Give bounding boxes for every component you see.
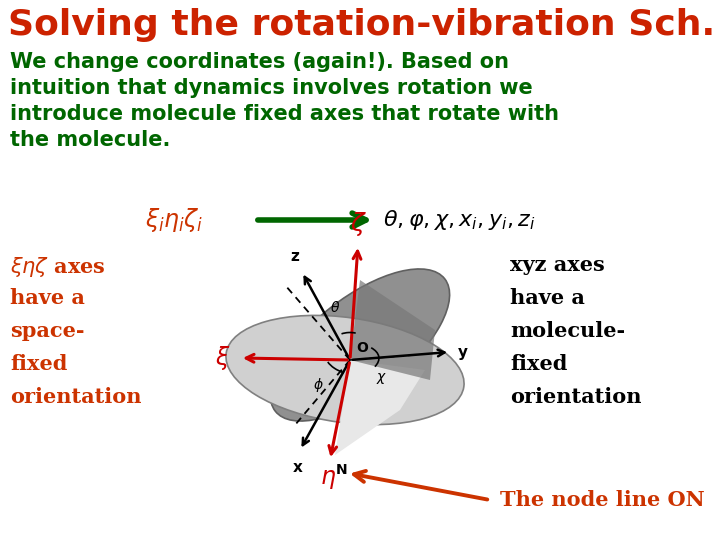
Text: the molecule.: the molecule.: [10, 130, 171, 150]
Text: The node line ON: The node line ON: [500, 490, 705, 510]
Ellipse shape: [226, 315, 464, 424]
Text: $\phi$: $\phi$: [312, 376, 323, 394]
Polygon shape: [350, 280, 435, 380]
Text: $\zeta$: $\zeta$: [350, 210, 366, 238]
Text: have a: have a: [10, 288, 85, 308]
Text: $\xi$: $\xi$: [215, 344, 230, 372]
Text: orientation: orientation: [10, 387, 142, 407]
Text: fixed: fixed: [510, 354, 567, 374]
Text: introduce molecule fixed axes that rotate with: introduce molecule fixed axes that rotat…: [10, 104, 559, 124]
Text: $\xi\eta\zeta$ axes: $\xi\eta\zeta$ axes: [10, 255, 106, 279]
Text: We change coordinates (again!). Based on: We change coordinates (again!). Based on: [10, 52, 509, 72]
Text: space-: space-: [10, 321, 84, 341]
Text: x: x: [293, 460, 303, 475]
Text: have a: have a: [510, 288, 585, 308]
Polygon shape: [335, 360, 425, 455]
Text: orientation: orientation: [510, 387, 642, 407]
Text: xyz axes: xyz axes: [510, 255, 605, 275]
Text: $\chi$: $\chi$: [377, 370, 387, 386]
Text: O: O: [356, 341, 368, 355]
Ellipse shape: [271, 269, 449, 421]
Text: $\eta$: $\eta$: [320, 467, 336, 491]
Text: $\xi_i\eta_i\zeta_i$: $\xi_i\eta_i\zeta_i$: [145, 206, 203, 234]
Text: $\theta,\varphi,\chi,x_i,y_i,z_i$: $\theta,\varphi,\chi,x_i,y_i,z_i$: [383, 208, 536, 232]
Text: molecule-: molecule-: [510, 321, 625, 341]
Text: intuition that dynamics involves rotation we: intuition that dynamics involves rotatio…: [10, 78, 533, 98]
Text: N: N: [336, 463, 348, 477]
Text: y: y: [458, 345, 468, 360]
Text: Solving the rotation-vibration Sch. Eq.: Solving the rotation-vibration Sch. Eq.: [8, 8, 720, 42]
Text: z: z: [291, 249, 300, 264]
Text: $\theta$: $\theta$: [330, 300, 340, 315]
Text: fixed: fixed: [10, 354, 68, 374]
